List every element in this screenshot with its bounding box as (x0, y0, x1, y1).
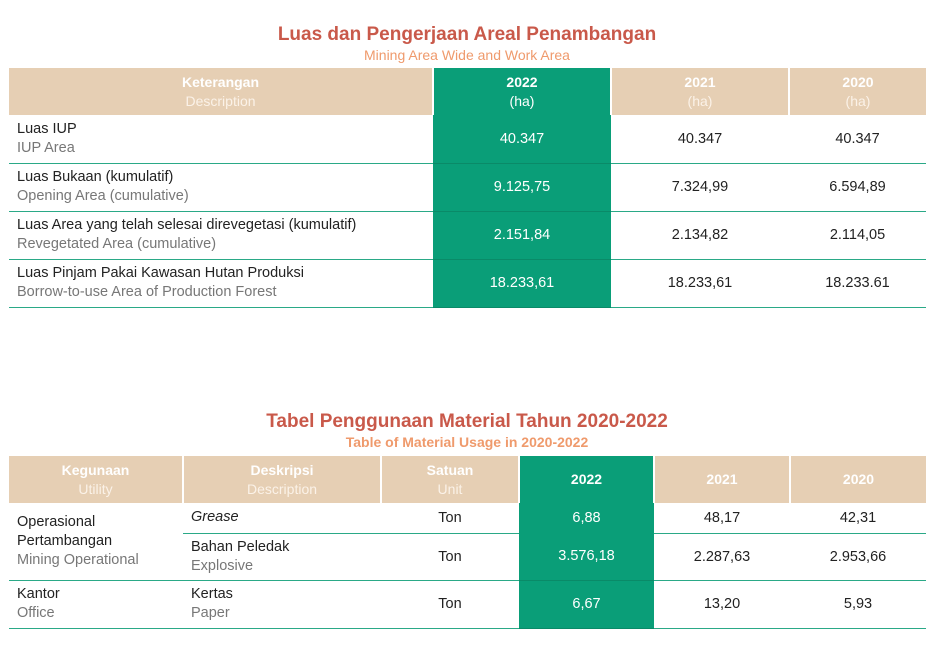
row-label-en: IUP Area (17, 139, 75, 156)
section2-subtitle: Table of Material Usage in 2020-2022 (345, 434, 589, 450)
header-desc-id: Keterangan (181, 73, 260, 90)
value-2020: 2.953,66 (790, 533, 926, 581)
utility-cell: Operasional Pertambangan Mining Operatio… (9, 503, 183, 581)
header-2020-year: 2020 (842, 73, 874, 90)
header-desc-id: Deskripsi (250, 461, 314, 478)
header-2020-unit: (ha) (845, 92, 871, 109)
utility-id: Kantor (17, 586, 60, 602)
value-2021: 2.287,63 (654, 533, 790, 581)
header-2021: 2021 (654, 456, 791, 503)
header-description: Deskripsi Description (183, 456, 382, 503)
utility-cell: Kantor Office (9, 580, 183, 629)
table-header-row: Keterangan Description 2022 (ha) 2021 (h… (9, 68, 926, 115)
header-2020: 2020 (ha) (789, 68, 926, 115)
header-utility-en: Utility (78, 480, 113, 497)
row-label: Luas Area yang telah selesai direvegetas… (9, 211, 433, 260)
header-2021-unit: (ha) (687, 92, 713, 109)
row-label-en: Revegetated Area (cumulative) (17, 236, 217, 252)
unit-cell: Ton (381, 533, 519, 581)
table-row: Operasional Pertambangan Mining Operatio… (9, 503, 926, 581)
header-unit: Satuan Unit (381, 456, 520, 503)
table-header-row: Kegunaan Utility Deskripsi Description S… (9, 456, 926, 503)
table-row: Luas Area yang telah selesai direvegetas… (9, 211, 926, 260)
section1-subtitle: Mining Area Wide and Work Area (364, 47, 570, 63)
value-2020: 42,31 (790, 503, 926, 534)
mining-area-table: Keterangan Description 2022 (ha) 2021 (h… (9, 68, 926, 308)
section1-title: Luas dan Pengerjaan Areal Penambangan (277, 24, 657, 45)
table-row: Bahan Peledak Explosive Ton 3.576,18 2.2… (9, 533, 926, 581)
value-2021: 2.134,82 (611, 211, 789, 260)
value-2022: 18.233,61 (433, 259, 611, 308)
value-2021: 7.324,99 (611, 163, 789, 212)
value-2021: 18.233,61 (611, 259, 789, 308)
header-2021-year: 2021 (684, 73, 716, 90)
header-2022: 2022 (ha) (433, 68, 612, 115)
row-label: Luas IUP IUP Area (9, 115, 433, 164)
value-2022: 6,88 (519, 503, 654, 533)
header-2022-year: 2022 (506, 73, 538, 90)
desc-cell: Bahan Peledak Explosive (183, 533, 381, 581)
value-2022: 40.347 (433, 115, 611, 164)
value-2022: 9.125,75 (433, 163, 611, 212)
row-label-en: Opening Area (cumulative) (17, 188, 189, 204)
value-2020: 5,93 (790, 580, 926, 629)
unit-cell: Ton (381, 580, 519, 629)
desc-en: Explosive (191, 557, 254, 574)
value-2022: 6,67 (519, 580, 654, 629)
utility-en: Office (17, 605, 55, 621)
header-2022-unit: (ha) (509, 92, 535, 109)
desc-en: Paper (191, 605, 230, 621)
value-2021: 13,20 (654, 580, 790, 629)
desc-id: Kertas (191, 586, 233, 602)
value-2022: 3.576,18 (519, 533, 654, 581)
utility-en: Mining Operational (17, 551, 139, 568)
row-label-id: Luas Pinjam Pakai Kawasan Hutan Produksi (17, 265, 304, 281)
value-2020: 18.233.61 (789, 259, 926, 308)
row-label-en: Borrow-to-use Area of Production Forest (17, 284, 277, 300)
desc-cell: Kertas Paper (183, 580, 381, 629)
header-desc-en: Description (246, 480, 318, 497)
value-2021: 48,17 (654, 503, 790, 534)
header-2020: 2020 (790, 456, 926, 503)
value-2020: 40.347 (789, 115, 926, 164)
table-row: Kantor Office Kertas Paper Ton 6,67 13,2… (9, 580, 926, 629)
header-unit-id: Satuan (426, 461, 474, 478)
row-label: Luas Bukaan (kumulatif) Opening Area (cu… (9, 163, 433, 212)
row-label-id: Luas IUP (17, 120, 77, 137)
header-utility-id: Kegunaan (61, 461, 130, 478)
value-2022: 2.151,84 (433, 211, 611, 260)
desc-id: Bahan Peledak (191, 538, 290, 555)
header-unit-en: Unit (437, 480, 463, 497)
section2-title: Tabel Penggunaan Material Tahun 2020-202… (266, 411, 668, 432)
unit-cell: Ton (381, 503, 519, 534)
header-utility: Kegunaan Utility (9, 456, 184, 503)
header-2021: 2021 (ha) (611, 68, 790, 115)
row-label-id: Luas Area yang telah selesai direvegetas… (17, 217, 357, 233)
table-row: Luas IUP IUP Area 40.347 40.347 40.347 (9, 115, 926, 164)
value-2020: 6.594,89 (789, 163, 926, 212)
value-2021: 40.347 (611, 115, 789, 164)
value-2020: 2.114,05 (789, 211, 926, 260)
header-desc-en: Description (185, 92, 256, 109)
desc-cell: Grease (183, 503, 381, 534)
utility-id: Operasional Pertambangan (17, 513, 113, 549)
table-row: Luas Bukaan (kumulatif) Opening Area (cu… (9, 163, 926, 212)
row-label-id: Luas Bukaan (kumulatif) (17, 169, 174, 185)
header-2022: 2022 (519, 456, 655, 503)
table-row: Luas Pinjam Pakai Kawasan Hutan Produksi… (9, 259, 926, 308)
material-usage-table: Kegunaan Utility Deskripsi Description S… (9, 456, 926, 629)
header-description: Keterangan Description (9, 68, 434, 115)
row-label: Luas Pinjam Pakai Kawasan Hutan Produksi… (9, 259, 433, 308)
